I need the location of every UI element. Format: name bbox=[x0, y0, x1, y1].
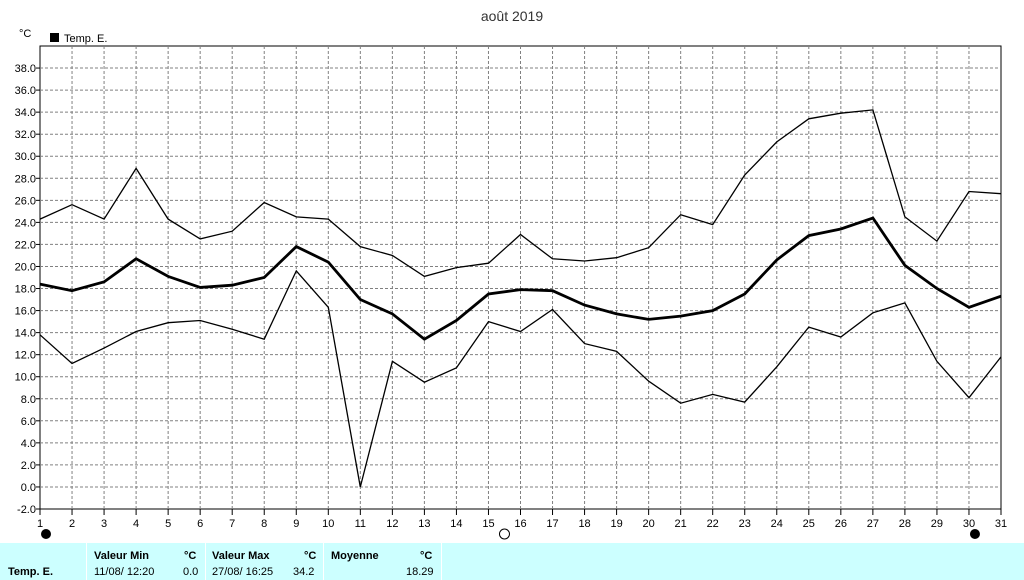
series-line-max bbox=[39, 109, 1002, 278]
footer-row-label: Temp. E. bbox=[8, 566, 54, 578]
x-tick-label: 9 bbox=[293, 518, 299, 530]
x-tick-label: 27 bbox=[867, 518, 879, 530]
y-tick-label: 14.0 bbox=[15, 328, 36, 340]
x-tick-label: 8 bbox=[261, 518, 267, 530]
y-tick-label: 30.0 bbox=[15, 151, 36, 163]
y-tick-label: 24.0 bbox=[15, 217, 36, 229]
mean-unit: °C bbox=[420, 550, 433, 562]
x-tick-label: 26 bbox=[835, 518, 847, 530]
x-tick-label: 19 bbox=[610, 518, 622, 530]
y-tick-label: 12.0 bbox=[15, 350, 36, 362]
max-unit: °C bbox=[304, 550, 317, 562]
footer-divider bbox=[86, 543, 87, 580]
x-axis-ticks: 1 2 3 4 5 6 7 8 9 10 11 12 13 14 15 16 17 18 19 20 21 22 23 24 2… bbox=[37, 509, 1007, 530]
max-value: 34.2 bbox=[293, 566, 315, 578]
series-line-mean bbox=[39, 216, 1002, 341]
min-header: Valeur Min bbox=[94, 550, 150, 562]
x-tick-label: 2 bbox=[69, 518, 75, 530]
x-tick-label: 18 bbox=[578, 518, 590, 530]
footer-divider bbox=[441, 543, 442, 580]
x-tick-label: 15 bbox=[482, 518, 494, 530]
x-tick-label: 1 bbox=[37, 518, 43, 530]
legend-swatch bbox=[50, 33, 59, 42]
x-tick-label: 4 bbox=[133, 518, 139, 530]
y-tick-label: 8.0 bbox=[21, 394, 36, 406]
y-tick-label: 38.0 bbox=[15, 63, 36, 75]
y-tick-label: 26.0 bbox=[15, 195, 36, 207]
x-tick-label: 11 bbox=[355, 518, 366, 530]
y-tick-label: 28.0 bbox=[15, 173, 36, 185]
stats-footer: Temp. E. Valeur Min °C 11/08/ 12:20 0.0 … bbox=[0, 543, 1024, 580]
y-tick-label: 2.0 bbox=[21, 460, 36, 472]
series-lines bbox=[39, 109, 1002, 488]
moon-phases bbox=[41, 528, 980, 540]
y-tick-label: 34.0 bbox=[15, 107, 36, 119]
x-tick-label: 30 bbox=[963, 518, 975, 530]
x-tick-label: 6 bbox=[197, 518, 203, 530]
y-tick-label: 16.0 bbox=[15, 306, 36, 318]
y-tick-label: 18.0 bbox=[15, 284, 36, 296]
footer-divider bbox=[205, 543, 206, 580]
temperature-chart: août 2019 °C Temp. E. -2.0 0.0 2.0 4.0 6.0 8.… bbox=[15, 8, 1007, 540]
y-tick-label: 20.0 bbox=[15, 261, 36, 273]
new-moon-icon bbox=[41, 529, 51, 539]
y-tick-label: 36.0 bbox=[15, 85, 36, 97]
x-tick-label: 23 bbox=[739, 518, 751, 530]
x-tick-label: 29 bbox=[931, 518, 943, 530]
y-tick-label: 4.0 bbox=[21, 438, 36, 450]
min-value: 0.0 bbox=[183, 566, 199, 578]
mean-value: 18.29 bbox=[406, 566, 434, 578]
y-tick-label: 6.0 bbox=[21, 416, 36, 428]
footer-divider bbox=[323, 543, 324, 580]
y-axis-unit: °C bbox=[19, 28, 31, 40]
full-moon-icon bbox=[498, 528, 510, 540]
x-tick-label: 12 bbox=[386, 518, 398, 530]
x-tick-label: 21 bbox=[675, 518, 687, 530]
y-tick-label: 32.0 bbox=[15, 129, 36, 141]
x-tick-label: 14 bbox=[450, 518, 462, 530]
series-line-min bbox=[39, 269, 1002, 488]
x-tick-label: 31 bbox=[995, 518, 1007, 530]
mean-header: Moyenne bbox=[331, 550, 379, 562]
x-tick-label: 5 bbox=[165, 518, 171, 530]
y-tick-label: -2.0 bbox=[17, 504, 36, 516]
x-tick-label: 7 bbox=[229, 518, 235, 530]
x-tick-label: 16 bbox=[514, 518, 526, 530]
x-tick-label: 24 bbox=[771, 518, 783, 530]
x-tick-label: 17 bbox=[546, 518, 558, 530]
y-tick-label: 0.0 bbox=[21, 482, 36, 494]
x-tick-label: 28 bbox=[899, 518, 911, 530]
max-date: 27/08/ 16:25 bbox=[212, 566, 274, 578]
x-tick-label: 10 bbox=[322, 518, 334, 530]
min-date: 11/08/ 12:20 bbox=[94, 566, 155, 578]
x-tick-label: 13 bbox=[418, 518, 430, 530]
new-moon-icon bbox=[969, 529, 980, 539]
y-axis-ticks: -2.0 0.0 2.0 4.0 6.0 8.0 10.0 12.0 14.0 16.0 18.0 2… bbox=[15, 63, 40, 516]
legend-label: Temp. E. bbox=[64, 33, 107, 45]
min-unit: °C bbox=[184, 550, 197, 562]
x-tick-label: 3 bbox=[101, 518, 107, 530]
chart-title: août 2019 bbox=[481, 8, 543, 24]
x-tick-label: 22 bbox=[707, 518, 719, 530]
y-tick-label: 22.0 bbox=[15, 239, 36, 251]
y-tick-label: 10.0 bbox=[15, 372, 36, 384]
x-tick-label: 25 bbox=[803, 518, 815, 530]
max-header: Valeur Max bbox=[212, 550, 270, 562]
x-tick-label: 20 bbox=[643, 518, 655, 530]
